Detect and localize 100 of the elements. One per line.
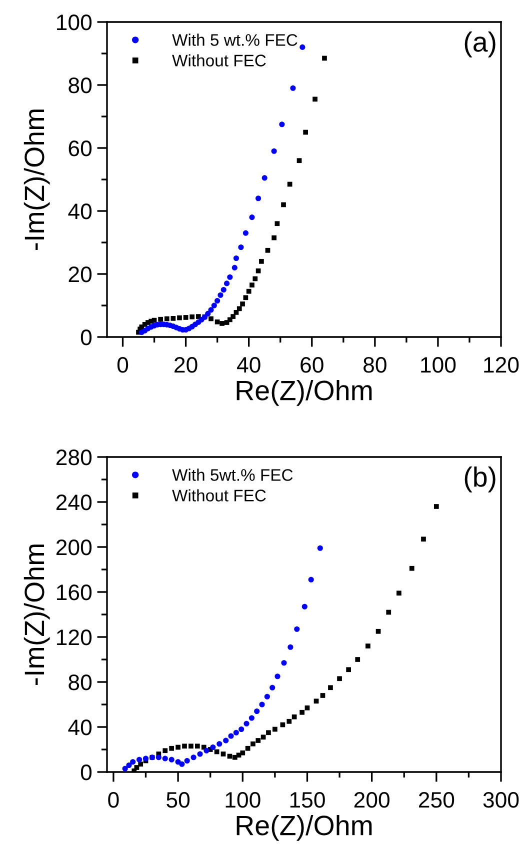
point	[168, 756, 174, 762]
y-tick-label: 80	[68, 78, 92, 94]
point	[211, 302, 217, 308]
x-tick-label: 120	[484, 357, 519, 373]
y-tick-label: 200	[56, 540, 92, 556]
annotation: (b)	[464, 466, 496, 492]
point	[302, 604, 308, 610]
point	[190, 754, 196, 760]
point	[256, 738, 261, 743]
point	[274, 674, 280, 680]
legend-label: With 5wt.% FEC	[172, 468, 293, 481]
point	[184, 758, 190, 764]
point	[262, 175, 268, 181]
point	[317, 545, 323, 551]
y-axis-title: -Im(Z)/Ohm	[24, 544, 50, 686]
point	[230, 314, 236, 319]
point	[286, 718, 292, 724]
point	[304, 705, 310, 710]
point	[156, 754, 162, 760]
x-tick-label: 0	[117, 357, 128, 373]
point	[366, 644, 370, 648]
point	[138, 762, 144, 767]
point	[252, 276, 258, 282]
point	[434, 504, 439, 509]
point	[272, 726, 278, 732]
x-tick-label: 300	[483, 792, 519, 808]
point	[396, 590, 402, 596]
point	[260, 734, 266, 740]
annotation: (a)	[464, 31, 496, 58]
point	[409, 566, 414, 571]
point	[272, 235, 276, 240]
x-axis-title: Re(Z)/Ohm	[236, 380, 372, 406]
point	[238, 726, 244, 732]
point	[205, 310, 211, 316]
point	[320, 693, 326, 698]
x-tick-label: 0	[108, 792, 119, 808]
point	[204, 748, 210, 754]
point	[223, 738, 229, 744]
y-tick-label: 0	[80, 330, 92, 346]
y-tick-label: 120	[57, 630, 92, 646]
point	[220, 321, 224, 326]
point	[281, 660, 287, 666]
point	[266, 730, 271, 736]
point	[158, 316, 164, 322]
point	[208, 307, 214, 313]
point	[214, 298, 220, 304]
point	[190, 314, 195, 320]
x-tick-label: 100	[421, 357, 456, 373]
point	[290, 85, 296, 91]
point	[240, 301, 245, 306]
y-tick-label: 20	[68, 266, 92, 282]
point	[421, 536, 426, 542]
point	[300, 710, 304, 715]
point	[355, 657, 360, 662]
point	[270, 684, 276, 690]
point	[312, 96, 318, 102]
point	[248, 715, 254, 721]
point	[279, 122, 285, 128]
point	[126, 762, 132, 768]
x-axis-title: Re(Z)/Ohm	[236, 814, 372, 841]
point	[136, 756, 142, 762]
x-tick-label: 20	[174, 357, 198, 373]
point	[162, 756, 168, 762]
x-tick-label: 250	[418, 792, 454, 808]
point	[322, 56, 327, 61]
point	[232, 264, 238, 270]
point	[232, 754, 238, 760]
point	[130, 759, 136, 765]
point	[245, 746, 250, 751]
point	[243, 295, 248, 300]
y-tick-label: 240	[56, 494, 92, 510]
point	[259, 258, 264, 264]
point	[256, 268, 261, 274]
point	[281, 202, 286, 208]
x-tick-label: 40	[236, 357, 260, 373]
point	[314, 698, 319, 704]
point	[176, 744, 180, 750]
point	[308, 576, 314, 582]
point	[265, 248, 270, 253]
y-tick-label: 40	[68, 720, 92, 736]
point	[300, 44, 306, 50]
point	[177, 315, 182, 320]
point	[164, 316, 170, 322]
point	[142, 756, 149, 762]
y-tick-label: 280	[56, 450, 92, 466]
point	[228, 733, 234, 739]
point	[238, 244, 244, 250]
point	[227, 274, 233, 280]
point	[233, 730, 239, 736]
point	[259, 702, 265, 708]
x-tick-label: 200	[354, 792, 390, 808]
x-tick-label: 150	[290, 792, 325, 808]
point	[246, 288, 252, 294]
point	[216, 741, 222, 747]
point	[296, 158, 302, 164]
point	[208, 316, 214, 322]
legend-label: Without FEC	[172, 54, 266, 66]
point	[264, 694, 270, 700]
point	[122, 766, 128, 772]
point	[179, 761, 185, 767]
